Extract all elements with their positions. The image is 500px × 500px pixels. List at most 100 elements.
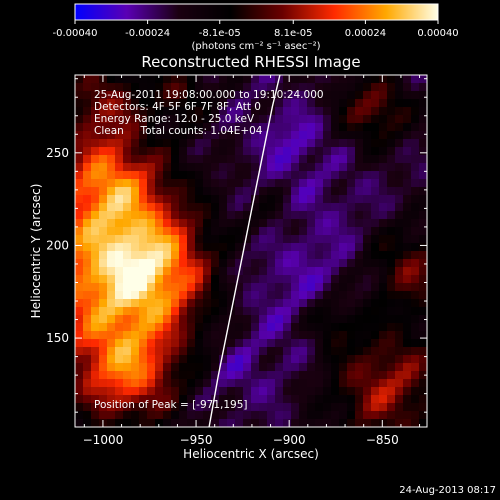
heatmap-cell — [267, 411, 276, 420]
heatmap-cell — [243, 203, 252, 212]
heatmap-cell — [91, 195, 100, 204]
heatmap-cell — [339, 387, 348, 396]
heatmap-cell — [403, 395, 412, 404]
heatmap-cell — [251, 315, 260, 324]
heatmap-cell — [91, 283, 100, 292]
colorbar-unit-label: (photons cm⁻² s⁻¹ asec⁻²) — [191, 41, 320, 52]
heatmap-cell — [195, 339, 204, 348]
heatmap-cell — [83, 331, 92, 340]
annotation-time-range: 25-Aug-2011 19:08:00.000 to 19:10:24.000 — [94, 89, 324, 101]
heatmap-cell — [363, 403, 372, 412]
heatmap-cell — [163, 243, 172, 252]
heatmap-cell — [299, 283, 308, 292]
heatmap-cell — [99, 227, 108, 236]
heatmap-cell — [187, 323, 196, 332]
heatmap-cell — [171, 347, 180, 356]
heatmap-cell — [387, 411, 396, 420]
heatmap-cell — [395, 403, 404, 412]
heatmap-cell — [331, 419, 340, 427]
heatmap-cell — [275, 331, 284, 340]
heatmap-cell — [363, 331, 372, 340]
heatmap-cell — [91, 307, 100, 316]
heatmap-cell — [251, 107, 260, 116]
heatmap-cell — [379, 75, 388, 84]
heatmap-cell — [219, 123, 228, 132]
heatmap-cell — [419, 251, 427, 260]
heatmap-cell — [179, 387, 188, 396]
heatmap-cell — [171, 259, 180, 268]
heatmap-cell — [179, 91, 188, 100]
heatmap-cell — [107, 259, 116, 268]
heatmap-cell — [347, 187, 356, 196]
heatmap-cell — [371, 75, 380, 84]
heatmap-cell — [275, 123, 284, 132]
heatmap-cell — [371, 171, 380, 180]
heatmap-cell — [99, 211, 108, 220]
heatmap-cell — [275, 283, 284, 292]
heatmap-cell — [195, 379, 204, 388]
heatmap-cell — [195, 131, 204, 140]
heatmap-cell — [355, 235, 364, 244]
heatmap-cell — [115, 299, 124, 308]
heatmap-cell — [115, 331, 124, 340]
heatmap-cell — [91, 179, 100, 188]
heatmap-cell — [395, 99, 404, 108]
heatmap-cell — [419, 403, 427, 412]
heatmap-cell — [155, 419, 164, 427]
heatmap-cell — [139, 307, 148, 316]
heatmap-cell — [179, 339, 188, 348]
heatmap-cell — [379, 227, 388, 236]
heatmap-cell — [291, 259, 300, 268]
heatmap-cell — [299, 339, 308, 348]
heatmap-cell — [267, 91, 276, 100]
heatmap-cell — [179, 219, 188, 228]
heatmap-cell — [379, 211, 388, 220]
heatmap-cell — [379, 91, 388, 100]
heatmap-cell — [187, 331, 196, 340]
heatmap-cell — [411, 195, 420, 204]
heatmap-cell — [331, 155, 340, 164]
heatmap-cell — [187, 315, 196, 324]
heatmap-cell — [115, 163, 124, 172]
heatmap-cell — [187, 211, 196, 220]
heatmap-cell — [387, 419, 396, 427]
heatmap-cell — [251, 403, 260, 412]
heatmap-cell — [163, 131, 172, 140]
heatmap-cell — [227, 107, 236, 116]
heatmap-cell — [139, 299, 148, 308]
heatmap-cell — [299, 299, 308, 308]
heatmap-cell — [403, 139, 412, 148]
heatmap-cell — [91, 91, 100, 100]
heatmap-cell — [331, 387, 340, 396]
heatmap-cell — [107, 315, 116, 324]
heatmap-cell — [283, 339, 292, 348]
heatmap-cell — [75, 219, 84, 228]
heatmap-cell — [331, 75, 340, 84]
heatmap-cell — [107, 91, 116, 100]
heatmap-cell — [387, 123, 396, 132]
heatmap-cell — [107, 83, 116, 92]
heatmap-cell — [235, 227, 244, 236]
heatmap-cell — [259, 291, 268, 300]
heatmap-cell — [339, 363, 348, 372]
heatmap-cell — [147, 259, 156, 268]
heatmap-cell — [403, 315, 412, 324]
heatmap-cell — [379, 275, 388, 284]
heatmap-cell — [219, 179, 228, 188]
heatmap-cell — [187, 403, 196, 412]
heatmap-cell — [75, 307, 84, 316]
heatmap-cell — [107, 75, 116, 84]
heatmap-cell — [163, 323, 172, 332]
heatmap-cell — [227, 331, 236, 340]
heatmap-cell — [131, 211, 140, 220]
heatmap-cell — [379, 115, 388, 124]
heatmap-cell — [163, 379, 172, 388]
heatmap-cell — [219, 83, 228, 92]
heatmap-cell — [411, 291, 420, 300]
heatmap-cell — [307, 419, 316, 427]
heatmap-cell — [347, 195, 356, 204]
heatmap-cell — [283, 131, 292, 140]
heatmap-cell — [419, 171, 427, 180]
heatmap-cell — [411, 387, 420, 396]
